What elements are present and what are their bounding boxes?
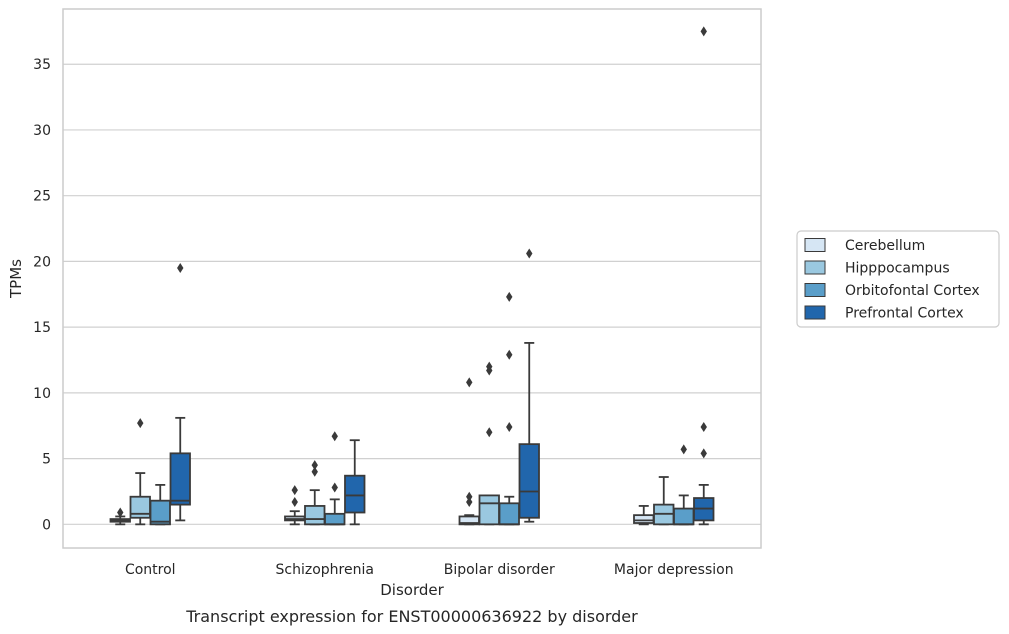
- box: [518, 248, 540, 523]
- legend-label: Orbitofontal Cortex: [845, 283, 980, 299]
- plot-frame: [62, 8, 762, 549]
- outlier-point: [291, 485, 298, 496]
- y-tick-label: 15: [33, 320, 51, 336]
- box: [109, 507, 131, 526]
- outlier-point: [526, 248, 533, 259]
- legend-frame: [796, 230, 1000, 328]
- y-tick-label: 20: [33, 254, 51, 270]
- outlier-point: [117, 507, 124, 518]
- series-prefrontal-cortex: [169, 26, 715, 526]
- box: [129, 418, 151, 526]
- box-body: [344, 474, 366, 514]
- box: [169, 262, 191, 522]
- outlier-point: [506, 291, 513, 302]
- x-tick-label: Major depression: [614, 562, 734, 578]
- box-body: [478, 494, 500, 526]
- outlier-point: [311, 460, 318, 471]
- box-body: [518, 443, 540, 519]
- box: [284, 485, 306, 526]
- outlier-point: [177, 262, 184, 273]
- box-body: [673, 507, 695, 526]
- legend-swatch: [804, 283, 826, 297]
- box-body: [498, 502, 520, 526]
- outlier-point: [486, 361, 493, 372]
- legend-swatch: [804, 238, 826, 252]
- legend-label: Prefrontal Cortex: [845, 306, 964, 322]
- outlier-point: [466, 496, 473, 507]
- legend-swatch: [804, 305, 826, 320]
- legend-label: Hipppocampus: [845, 261, 950, 277]
- box-body: [149, 499, 171, 526]
- box: [633, 505, 655, 526]
- x-tick-label: Schizophrenia: [276, 562, 374, 578]
- y-tick-label: 5: [42, 452, 51, 468]
- x-axis-title: Disorder: [380, 581, 444, 599]
- outlier-point: [466, 377, 473, 388]
- outlier-point: [331, 431, 338, 442]
- y-tick-label: 10: [33, 386, 51, 402]
- y-tick-label: 25: [33, 189, 51, 205]
- box: [304, 460, 326, 526]
- box: [693, 26, 715, 526]
- box: [478, 361, 500, 526]
- y-tick-label: 30: [33, 123, 51, 139]
- box: [324, 431, 346, 526]
- box-body: [324, 512, 346, 526]
- box: [653, 476, 675, 526]
- y-axis-ticks: 0 5 10 15 20 25 30 35: [33, 57, 51, 533]
- x-tick-label: Bipolar disorder: [444, 562, 555, 578]
- y-tick-label: 35: [33, 57, 51, 73]
- outlier-point: [700, 422, 707, 433]
- chart-caption: Transcript expression for ENST0000063692…: [185, 607, 638, 626]
- box: [344, 439, 366, 526]
- y-tick-label: 0: [42, 517, 51, 533]
- outlier-point: [700, 26, 707, 37]
- y-axis-title: TPMs: [7, 259, 25, 299]
- outlier-point: [700, 448, 707, 459]
- outlier-point: [506, 349, 513, 360]
- box: [149, 483, 171, 526]
- box-plot-series: [109, 26, 715, 526]
- gridlines: [63, 63, 761, 525]
- outlier-point: [466, 491, 473, 502]
- outlier-point: [137, 418, 144, 429]
- series-hipppocampus: [129, 361, 675, 526]
- box-body: [633, 514, 655, 524]
- series-cerebellum: [109, 377, 655, 526]
- outlier-point: [486, 427, 493, 438]
- x-axis-ticks: Control Schizophrenia Bipolar disorder Majo…: [125, 562, 734, 578]
- box: [673, 444, 695, 526]
- box-body: [169, 452, 191, 506]
- outlier-point: [331, 482, 338, 493]
- box-body: [304, 505, 326, 526]
- legend-label: Cerebellum: [845, 238, 925, 254]
- outlier-point: [311, 466, 318, 477]
- box: [458, 377, 480, 526]
- legend: Cerebellum Hipppocampus Orbitofontal Corte…: [796, 230, 1000, 328]
- x-tick-label: Control: [125, 562, 176, 578]
- outlier-point: [680, 444, 687, 455]
- legend-swatch: [804, 260, 826, 275]
- outlier-point: [291, 496, 298, 507]
- outlier-point: [506, 422, 513, 433]
